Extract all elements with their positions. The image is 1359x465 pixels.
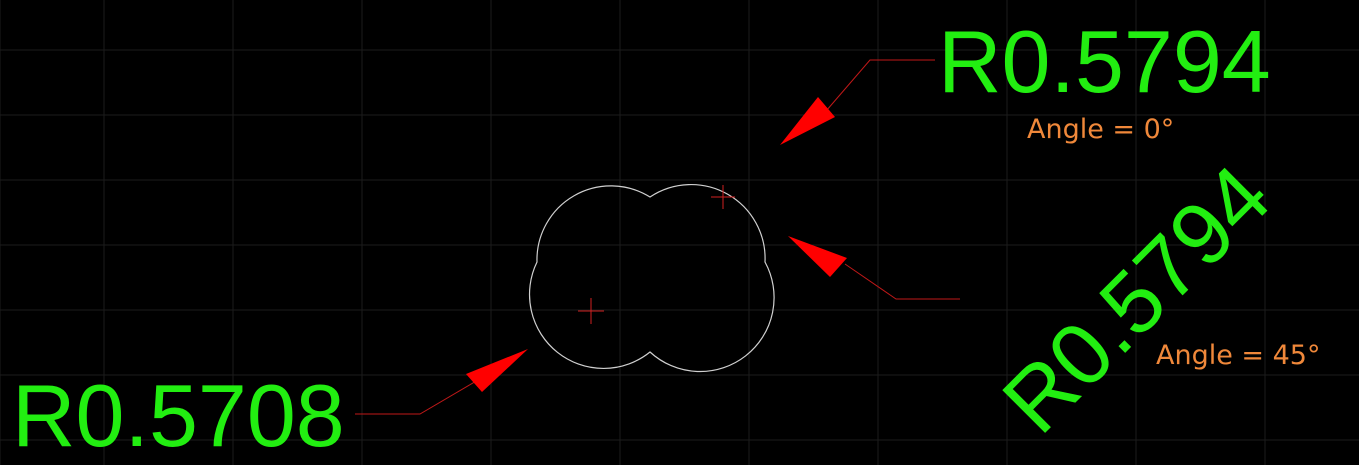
dimension-bottom-left[interactable]: R0.5708 — [12, 349, 528, 465]
dimension-top-right[interactable]: R0.5794 Angle = 0° — [780, 12, 1271, 145]
center-mark-lower-left — [578, 298, 604, 324]
angle-label-rotated: Angle = 45° — [1156, 340, 1320, 371]
leader-line — [844, 263, 960, 300]
center-mark-upper-right — [711, 185, 735, 209]
arrowhead — [780, 97, 835, 145]
four-lobe-outline[interactable] — [528, 183, 775, 373]
leader-line — [819, 59, 935, 119]
radius-value-top-right: R0.5794 — [938, 12, 1271, 111]
radius-value-bottom-left: R0.5708 — [12, 366, 345, 465]
arrowhead — [466, 349, 528, 392]
arrowhead — [788, 236, 847, 277]
angle-label-top-right: Angle = 0° — [1027, 114, 1174, 145]
leader-line — [355, 379, 479, 415]
dimension-right-rotated[interactable]: R0.5794 Angle = 45° — [788, 146, 1320, 451]
